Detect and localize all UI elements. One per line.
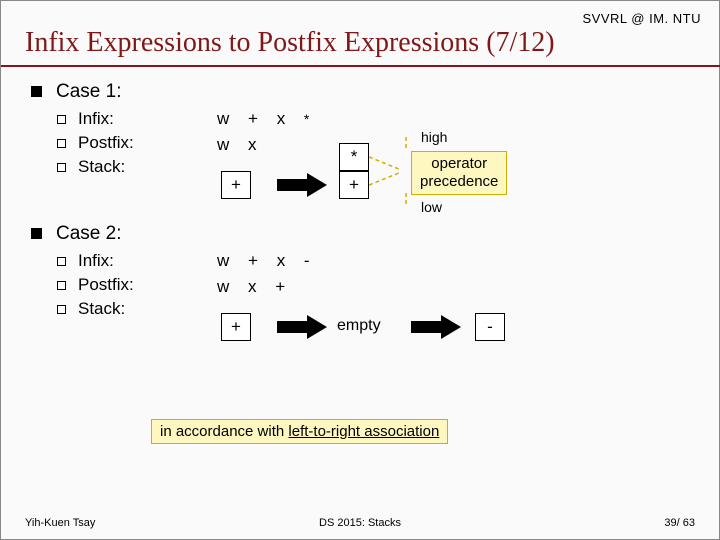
- footer-right: 39/ 63: [664, 517, 695, 529]
- title-underline: [1, 65, 720, 67]
- footer-center: DS 2015: Stacks: [319, 517, 401, 529]
- token: w: [217, 277, 230, 297]
- arrow-icon: [411, 315, 461, 339]
- stack-cell: *: [339, 143, 369, 171]
- stack-cell: -: [475, 313, 505, 341]
- precedence-text-1: operator: [431, 155, 487, 172]
- token: x: [248, 135, 258, 155]
- empty-label: empty: [337, 317, 381, 335]
- page-title: Infix Expressions to Postfix Expressions…: [25, 27, 555, 59]
- high-label: high: [421, 129, 447, 145]
- case1-stack-label: Stack:: [78, 157, 153, 177]
- low-label: low: [421, 199, 442, 215]
- case1-postfix-expr: w x: [211, 135, 264, 155]
- sub-bullet-icon: [57, 115, 66, 124]
- token: +: [248, 109, 259, 129]
- token: x: [277, 109, 287, 129]
- header-left: SVVRL: [583, 11, 628, 26]
- case2-stack-before: +: [221, 313, 251, 341]
- token: -: [304, 251, 311, 271]
- case1-infix-label: Infix:: [78, 109, 153, 129]
- case-1: Case 1: Infix: Postfix: Stack: w + x * w: [31, 81, 691, 177]
- sub-bullet-icon: [57, 281, 66, 290]
- case1-diagram: w + x * w x + * +: [211, 93, 691, 223]
- token: +: [275, 277, 286, 297]
- footer-note-prefix: in accordance with: [160, 423, 288, 440]
- arrow-icon: [277, 173, 327, 197]
- token: w: [217, 109, 230, 129]
- case1-infix-expr: w + x *: [211, 109, 316, 129]
- bullet-icon: [31, 86, 42, 97]
- case2-postfix-label: Postfix:: [78, 275, 153, 295]
- precedence-text-2: precedence: [420, 173, 498, 190]
- case1-stack-before: +: [221, 171, 251, 199]
- footer-left: Yih-Kuen Tsay: [25, 517, 95, 529]
- case2-infix-label: Infix:: [78, 251, 153, 271]
- footer-note-underlined: left-to-right association: [288, 423, 439, 440]
- case2-stack-after: -: [475, 313, 505, 341]
- case2-diagram: w + x - w x + + empty -: [211, 235, 691, 335]
- case2-label: Case 2:: [56, 223, 121, 245]
- dashed-vertical: [401, 137, 411, 207]
- case2-infix-expr: w + x -: [211, 251, 317, 271]
- precedence-box: operator precedence: [411, 151, 507, 195]
- header: SVVRL @ IM. NTU: [583, 11, 702, 26]
- token: w: [217, 135, 230, 155]
- case2-stack-label: Stack:: [78, 299, 153, 319]
- content: Case 1: Infix: Postfix: Stack: w + x * w: [31, 81, 691, 323]
- header-right: IM. NTU: [649, 11, 701, 26]
- case1-stack-after: * +: [339, 143, 369, 199]
- token: +: [248, 251, 259, 271]
- sub-bullet-icon: [57, 305, 66, 314]
- case1-label: Case 1:: [56, 81, 121, 103]
- stack-cell: +: [221, 313, 251, 341]
- bullet-icon: [31, 228, 42, 239]
- sub-bullet-icon: [57, 257, 66, 266]
- sub-bullet-icon: [57, 139, 66, 148]
- case-2: Case 2: Infix: Postfix: Stack: w + x - w…: [31, 223, 691, 319]
- stack-cell: +: [221, 171, 251, 199]
- token: w: [217, 251, 230, 271]
- token: *: [304, 111, 310, 127]
- sub-bullet-icon: [57, 163, 66, 172]
- header-at: @: [631, 11, 645, 26]
- footer-note: in accordance with left-to-right associa…: [151, 419, 448, 444]
- case2-postfix-expr: w x +: [211, 277, 292, 297]
- arrow-icon: [277, 315, 327, 339]
- token: x: [277, 251, 287, 271]
- token: x: [248, 277, 258, 297]
- case1-postfix-label: Postfix:: [78, 133, 153, 153]
- stack-cell: +: [339, 171, 369, 199]
